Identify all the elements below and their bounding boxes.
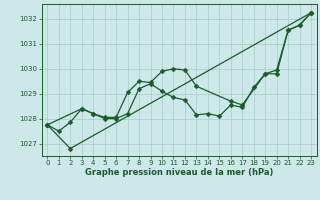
X-axis label: Graphe pression niveau de la mer (hPa): Graphe pression niveau de la mer (hPa) bbox=[85, 168, 273, 177]
